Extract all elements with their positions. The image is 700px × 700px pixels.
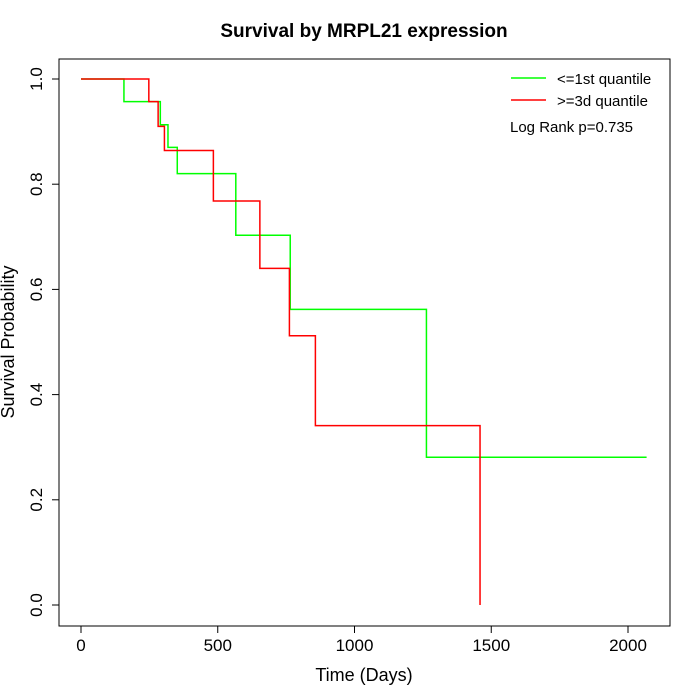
x-tick-label: 1500: [472, 636, 510, 655]
x-tick-label: 0: [76, 636, 85, 655]
y-tick-label: 1.0: [27, 67, 46, 91]
legend: <=1st quantile >=3d quantile: [511, 71, 651, 110]
log-rank-annotation: Log Rank p=0.735: [510, 119, 633, 136]
y-axis: 0.0 0.2 0.4 0.6 0.8 1.0: [27, 67, 60, 617]
x-axis-title: Time (Days): [315, 665, 412, 685]
x-tick-label: 500: [204, 636, 232, 655]
x-tick-label: 2000: [609, 636, 647, 655]
survival-curve-low: [81, 78, 647, 458]
x-axis: 0 500 1000 1500 2000: [76, 625, 647, 655]
y-tick-label: 0.4: [27, 383, 46, 407]
chart-title: Survival by MRPL21 expression: [220, 21, 507, 42]
legend-label-high: >=3d quantile: [557, 93, 648, 110]
series-layer: [81, 78, 647, 605]
survival-curve-high: [81, 78, 481, 605]
x-tick-label: 1000: [336, 636, 374, 655]
y-tick-label: 0.2: [27, 488, 46, 512]
legend-label-low: <=1st quantile: [557, 71, 651, 88]
y-axis-title: Survival Probability: [0, 265, 18, 418]
y-tick-label: 0.8: [27, 172, 46, 196]
y-tick-label: 0.0: [27, 593, 46, 617]
y-tick-label: 0.6: [27, 278, 46, 302]
